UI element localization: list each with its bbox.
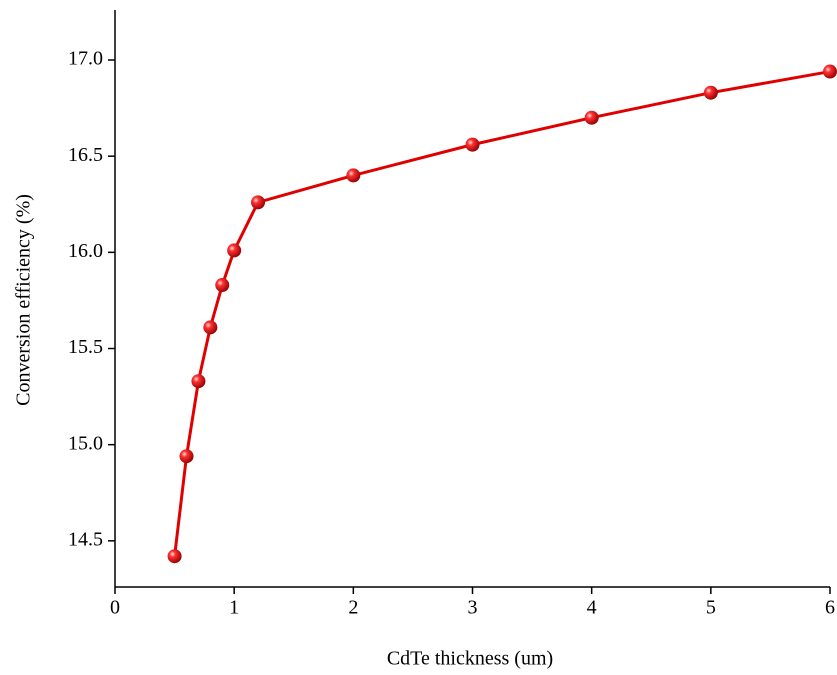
y-tick-label: 15.0 xyxy=(68,432,103,454)
data-point xyxy=(703,85,718,100)
data-point xyxy=(823,64,837,79)
data-point xyxy=(191,374,206,389)
data-point xyxy=(227,243,242,258)
x-tick-label: 6 xyxy=(825,597,835,619)
x-tick-label: 3 xyxy=(468,597,478,619)
data-point xyxy=(465,137,480,152)
data-line xyxy=(173,70,831,557)
x-axis-label: CdTe thickness (um) xyxy=(387,648,553,670)
data-point xyxy=(167,549,182,564)
x-tick-label: 1 xyxy=(229,597,239,619)
data-point xyxy=(179,449,194,464)
y-tick-label: 15.5 xyxy=(68,336,103,358)
data-point xyxy=(346,168,361,183)
y-axis-label: Conversion efficiency (%) xyxy=(13,194,35,406)
data-point xyxy=(203,320,218,335)
data-point xyxy=(215,278,230,293)
x-tick-label: 4 xyxy=(587,597,597,619)
x-tick-label: 5 xyxy=(706,597,716,619)
data-point xyxy=(584,110,599,125)
y-tick-label: 17.0 xyxy=(68,48,103,70)
data-point xyxy=(251,195,265,210)
y-tick-label: 16.0 xyxy=(68,240,103,262)
y-tick-label: 16.5 xyxy=(68,144,103,166)
x-tick-label: 0 xyxy=(110,597,120,619)
x-tick-label: 2 xyxy=(348,597,358,619)
y-tick-label: 14.5 xyxy=(68,528,103,550)
